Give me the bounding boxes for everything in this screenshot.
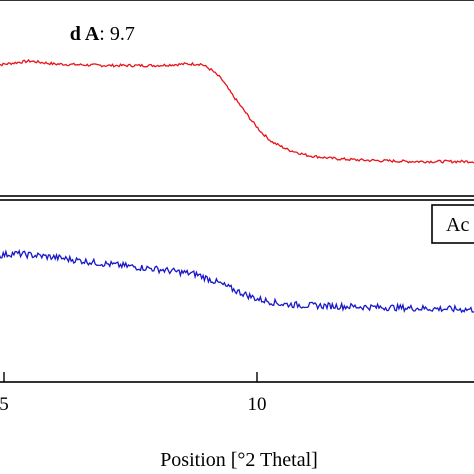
top-panel-frame xyxy=(0,0,474,197)
legend-box xyxy=(431,204,474,244)
top-panel-annotations: d A: 9.7d A: 4.7467 xyxy=(70,23,135,45)
x-tick-label: 10 xyxy=(248,394,267,415)
legend-label: Ac xyxy=(446,214,469,236)
series-line xyxy=(0,249,474,314)
series-line xyxy=(0,58,474,164)
x-tick-label: 5 xyxy=(0,394,9,415)
peak-annotation-1: d A: 9.7 xyxy=(70,23,135,45)
x-axis-label: Position [°2 Thetal] xyxy=(160,449,318,471)
top-panel-series xyxy=(0,58,474,164)
x-axis-ticks: 5101520 xyxy=(0,372,267,415)
bottom-panel-series xyxy=(0,249,474,314)
bottom-panel-frame xyxy=(0,199,474,383)
legend: Ac xyxy=(431,204,474,244)
